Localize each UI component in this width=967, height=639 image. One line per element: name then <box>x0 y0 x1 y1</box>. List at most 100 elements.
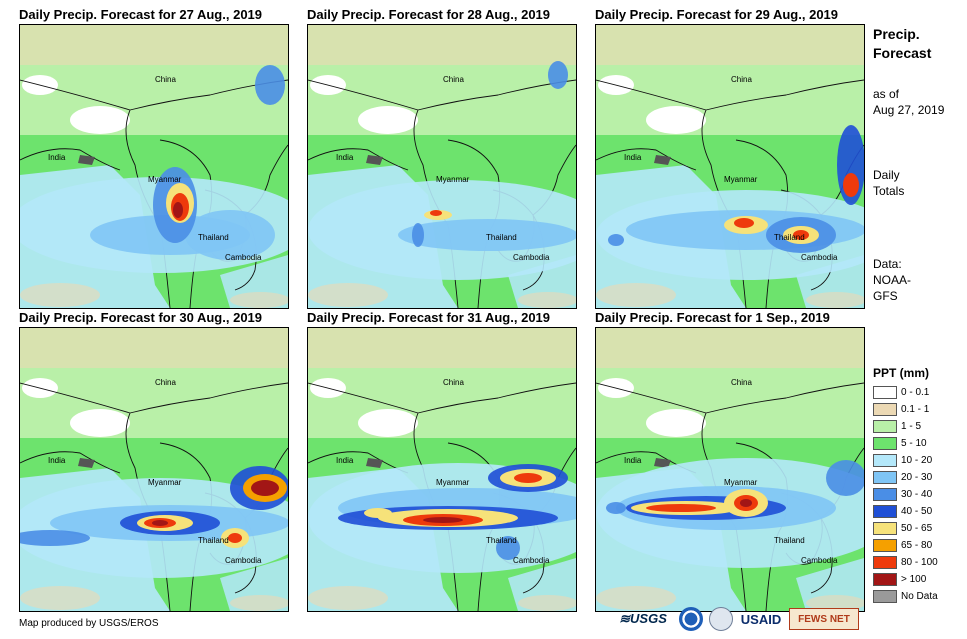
precip-zone <box>364 508 392 518</box>
legend-swatch <box>873 403 897 416</box>
usgs-logo: ≋USGS <box>619 611 667 626</box>
dry-pocket <box>646 409 706 437</box>
legend-item: 10 - 20 <box>873 452 963 469</box>
legend-item: 65 - 80 <box>873 537 963 554</box>
country-label-myanmar: Myanmar <box>436 175 470 184</box>
legend: 0 - 0.1 0.1 - 1 1 - 5 5 - 10 10 - 20 20 … <box>873 384 963 605</box>
dry-patch <box>308 283 388 307</box>
legend-label: > 100 <box>901 574 927 585</box>
country-label-thailand: Thailand <box>198 233 229 242</box>
legend-label: 30 - 40 <box>901 489 933 500</box>
legend-swatch <box>873 437 897 450</box>
precip-map-svg <box>20 328 288 611</box>
country-label-myanmar: Myanmar <box>724 478 758 487</box>
legend-title: PPT (mm) <box>873 366 930 380</box>
precip-map-svg <box>20 25 288 308</box>
dry-patch <box>20 586 100 610</box>
totals-label: Totals <box>873 184 905 198</box>
country-label-cambodia: Cambodia <box>801 253 838 262</box>
legend-label: 80 - 100 <box>901 557 938 568</box>
panel-title: Daily Precip. Forecast for 27 Aug., 2019 <box>19 7 263 22</box>
country-label-cambodia: Cambodia <box>513 556 550 565</box>
country-label-india: India <box>624 153 642 162</box>
sidebar-title: Precip. Forecast <box>873 25 963 63</box>
legend-swatch <box>873 590 897 603</box>
legend-swatch <box>873 420 897 433</box>
country-label-myanmar: Myanmar <box>148 175 182 184</box>
dry-patch <box>308 586 388 610</box>
legend-label: 1 - 5 <box>901 421 922 432</box>
precip-zone <box>606 502 626 514</box>
legend-item: > 100 <box>873 571 963 588</box>
legend-item: 5 - 10 <box>873 435 963 452</box>
precip-zone <box>548 61 568 89</box>
sidebar-title-line1: Precip. <box>873 26 920 42</box>
legend-swatch <box>873 454 897 467</box>
dry-patch <box>518 595 576 611</box>
legend-item: 30 - 40 <box>873 486 963 503</box>
country-label-thailand: Thailand <box>486 233 517 242</box>
country-label-myanmar: Myanmar <box>724 175 758 184</box>
country-label-thailand: Thailand <box>774 536 805 545</box>
legend-item: 50 - 65 <box>873 520 963 537</box>
legend-item: No Data <box>873 588 963 605</box>
precip-zone <box>251 480 279 496</box>
legend-label: 0 - 0.1 <box>901 387 930 398</box>
legend-item: 20 - 30 <box>873 469 963 486</box>
ganges-delta-mask <box>654 458 671 468</box>
agency-logos: ≋USGS USAID FEWS NET <box>613 607 865 631</box>
as-of-value: Aug 27, 2019 <box>873 103 945 117</box>
country-label-india: India <box>336 456 354 465</box>
precip-zone <box>793 230 809 240</box>
legend-swatch <box>873 556 897 569</box>
country-label-thailand: Thailand <box>774 233 805 242</box>
legend-swatch <box>873 386 897 399</box>
border-himalaya <box>308 79 576 111</box>
ganges-delta-mask <box>366 155 383 165</box>
as-of-date: as of Aug 27, 2019 <box>873 86 963 118</box>
precip-zone <box>514 473 542 483</box>
fews-net-logo: FEWS NET <box>789 608 859 630</box>
dry-zone <box>20 25 288 65</box>
legend-item: 0 - 0.1 <box>873 384 963 401</box>
border-india-coast <box>20 451 121 474</box>
ganges-delta-mask <box>78 458 95 468</box>
data-source: Data: NOAA- GFS <box>873 256 963 304</box>
precip-zone <box>255 65 285 105</box>
legend-swatch <box>873 471 897 484</box>
country-label-thailand: Thailand <box>198 536 229 545</box>
border-himalaya <box>596 382 864 414</box>
dry-patch <box>230 292 288 308</box>
precip-map-svg <box>596 25 864 308</box>
dry-zone <box>308 328 576 368</box>
precip-zone <box>734 218 754 228</box>
country-label-cambodia: Cambodia <box>225 253 262 262</box>
map-credit: Map produced by USGS/EROS <box>19 618 159 629</box>
legend-swatch <box>873 505 897 518</box>
precip-map-svg <box>596 328 864 611</box>
legend-item: 0.1 - 1 <box>873 401 963 418</box>
precip-zone <box>646 504 716 512</box>
dry-patch <box>596 283 676 307</box>
panel-title: Daily Precip. Forecast for 1 Sep., 2019 <box>595 310 830 325</box>
country-label-china: China <box>155 75 176 84</box>
legend-label: 65 - 80 <box>901 540 933 551</box>
country-label-india: India <box>48 153 66 162</box>
precip-map: China India Myanmar Thailand Cambodia <box>307 24 577 309</box>
precip-zone <box>423 517 463 523</box>
dry-pocket <box>70 106 130 134</box>
precip-zone <box>826 460 864 496</box>
legend-label: 50 - 65 <box>901 523 933 534</box>
ganges-delta-mask <box>654 155 671 165</box>
dry-patch <box>596 586 676 610</box>
legend-swatch <box>873 573 897 586</box>
precip-map-svg <box>308 328 576 611</box>
legend-label: 10 - 20 <box>901 455 933 466</box>
country-label-china: China <box>443 75 464 84</box>
precip-zone <box>843 173 859 197</box>
data-source-name-1: NOAA- <box>873 273 912 287</box>
border-india-coast <box>20 148 121 171</box>
dry-pocket <box>358 106 418 134</box>
dry-zone <box>308 25 576 65</box>
precip-map-svg <box>308 25 576 308</box>
